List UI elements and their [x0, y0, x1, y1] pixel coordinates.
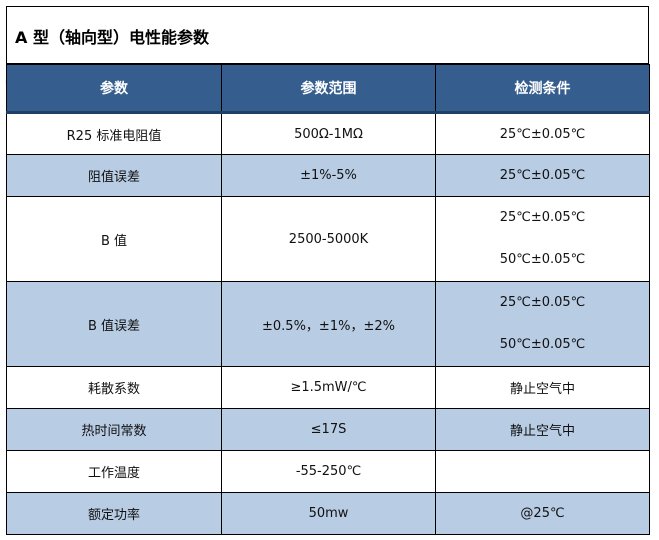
parameter-table: 参数 参数范围 检测条件 R25 标准电阻值 500Ω-1MΩ 25℃±0.05…: [6, 64, 650, 535]
table-row: 耗散系数 ≥1.5mW/℃ 静止空气中: [6, 366, 650, 409]
range-cell: ±0.5%，±1%，±2%: [221, 281, 436, 367]
range-cell: ≥1.5mW/℃: [221, 366, 436, 409]
condition-line: 50℃±0.05℃: [499, 252, 586, 267]
header-range: 参数范围: [221, 64, 436, 114]
range-cell: ±1%-5%: [221, 154, 436, 197]
range-cell: 50mw: [221, 492, 436, 535]
range-cell: -55-250℃: [221, 450, 436, 493]
condition-cell: 25℃±0.05℃ 50℃±0.05℃: [435, 196, 650, 282]
condition-cell: 静止空气中: [435, 366, 650, 409]
table-row: 热时间常数 ≤17S 静止空气中: [6, 408, 650, 451]
param-cell: 额定功率: [6, 492, 222, 535]
range-cell: 2500-5000K: [221, 196, 436, 282]
param-cell: B 值误差: [6, 281, 222, 367]
header-conditions: 检测条件: [435, 64, 650, 114]
condition-cell: [435, 450, 650, 493]
param-cell: R25 标准电阻值: [6, 112, 222, 155]
title-box: A 型（轴向型）电性能参数: [6, 6, 649, 64]
param-cell: 工作温度: [6, 450, 222, 493]
param-cell: 热时间常数: [6, 408, 222, 451]
table-row: R25 标准电阻值 500Ω-1MΩ 25℃±0.05℃: [6, 112, 650, 155]
range-cell: 500Ω-1MΩ: [221, 112, 436, 155]
condition-line: 50℃±0.05℃: [499, 337, 586, 352]
page-title: A 型（轴向型）电性能参数: [15, 28, 209, 47]
condition-cell: 静止空气中: [435, 408, 650, 451]
param-cell: 耗散系数: [6, 366, 222, 409]
condition-line: 25℃±0.05℃: [499, 295, 586, 310]
param-cell: B 值: [6, 196, 222, 282]
table-row: 额定功率 50mw @25℃: [6, 492, 650, 535]
header-parameter: 参数: [6, 64, 222, 114]
table-row: 阻值误差 ±1%-5% 25℃±0.05℃: [6, 154, 650, 197]
table-row: B 值误差 ±0.5%，±1%，±2% 25℃±0.05℃ 50℃±0.05℃: [6, 281, 650, 367]
table-row: B 值 2500-5000K 25℃±0.05℃ 50℃±0.05℃: [6, 196, 650, 282]
condition-line: 25℃±0.05℃: [499, 210, 586, 225]
table-row: 工作温度 -55-250℃: [6, 450, 650, 493]
table-header-row: 参数 参数范围 检测条件: [6, 64, 650, 114]
condition-cell: 25℃±0.05℃: [435, 112, 650, 155]
range-cell: ≤17S: [221, 408, 436, 451]
condition-cell: 25℃±0.05℃ 50℃±0.05℃: [435, 281, 650, 367]
condition-cell: 25℃±0.05℃: [435, 154, 650, 197]
param-cell: 阻值误差: [6, 154, 222, 197]
condition-cell: @25℃: [435, 492, 650, 535]
